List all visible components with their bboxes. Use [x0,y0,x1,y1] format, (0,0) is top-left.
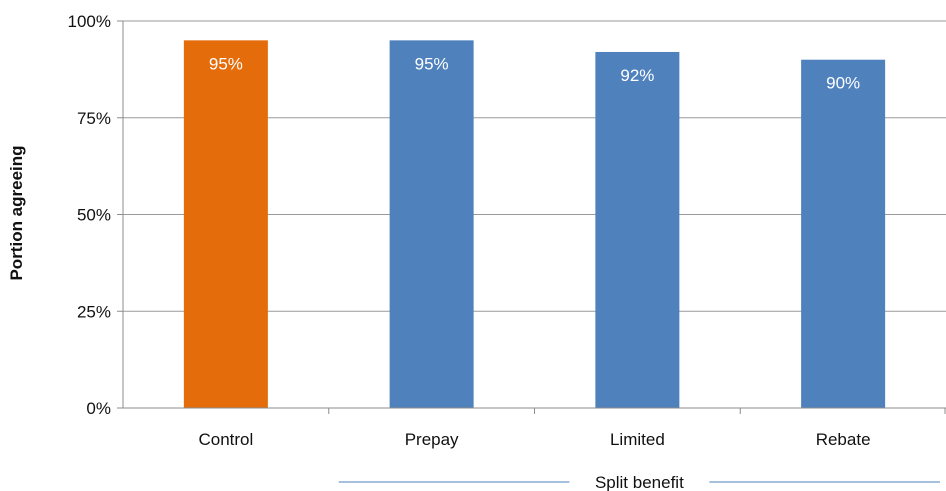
y-tick-label: 100% [68,12,111,31]
data-label: 90% [826,74,860,93]
bar-prepay [389,40,474,408]
y-tick-label: 0% [86,399,111,418]
bar-limited [595,51,680,409]
data-labels: 95% 95% 92% 90% [209,54,860,92]
x-tick-label: Limited [610,430,665,449]
bar-rebate [801,59,886,408]
data-label: 92% [620,66,654,85]
axes [117,20,946,414]
y-tick-label: 25% [77,302,111,321]
y-tick-label: 50% [77,206,111,225]
data-label: 95% [415,54,449,73]
y-axis-label: Portion agreeing [7,145,26,280]
x-tick-label: Control [198,430,253,449]
bar-control [183,40,268,408]
category-group: Split benefit [338,473,940,491]
y-tick-labels: 0% 25% 50% 75% 100% [68,12,111,418]
x-tick-label: Prepay [405,430,459,449]
data-label: 95% [209,54,243,73]
bars [183,40,886,409]
group-label: Split benefit [595,473,684,491]
x-tick-label: Rebate [816,430,871,449]
x-tick-labels: Control Prepay Limited Rebate [198,430,870,449]
y-tick-label: 75% [77,109,111,128]
